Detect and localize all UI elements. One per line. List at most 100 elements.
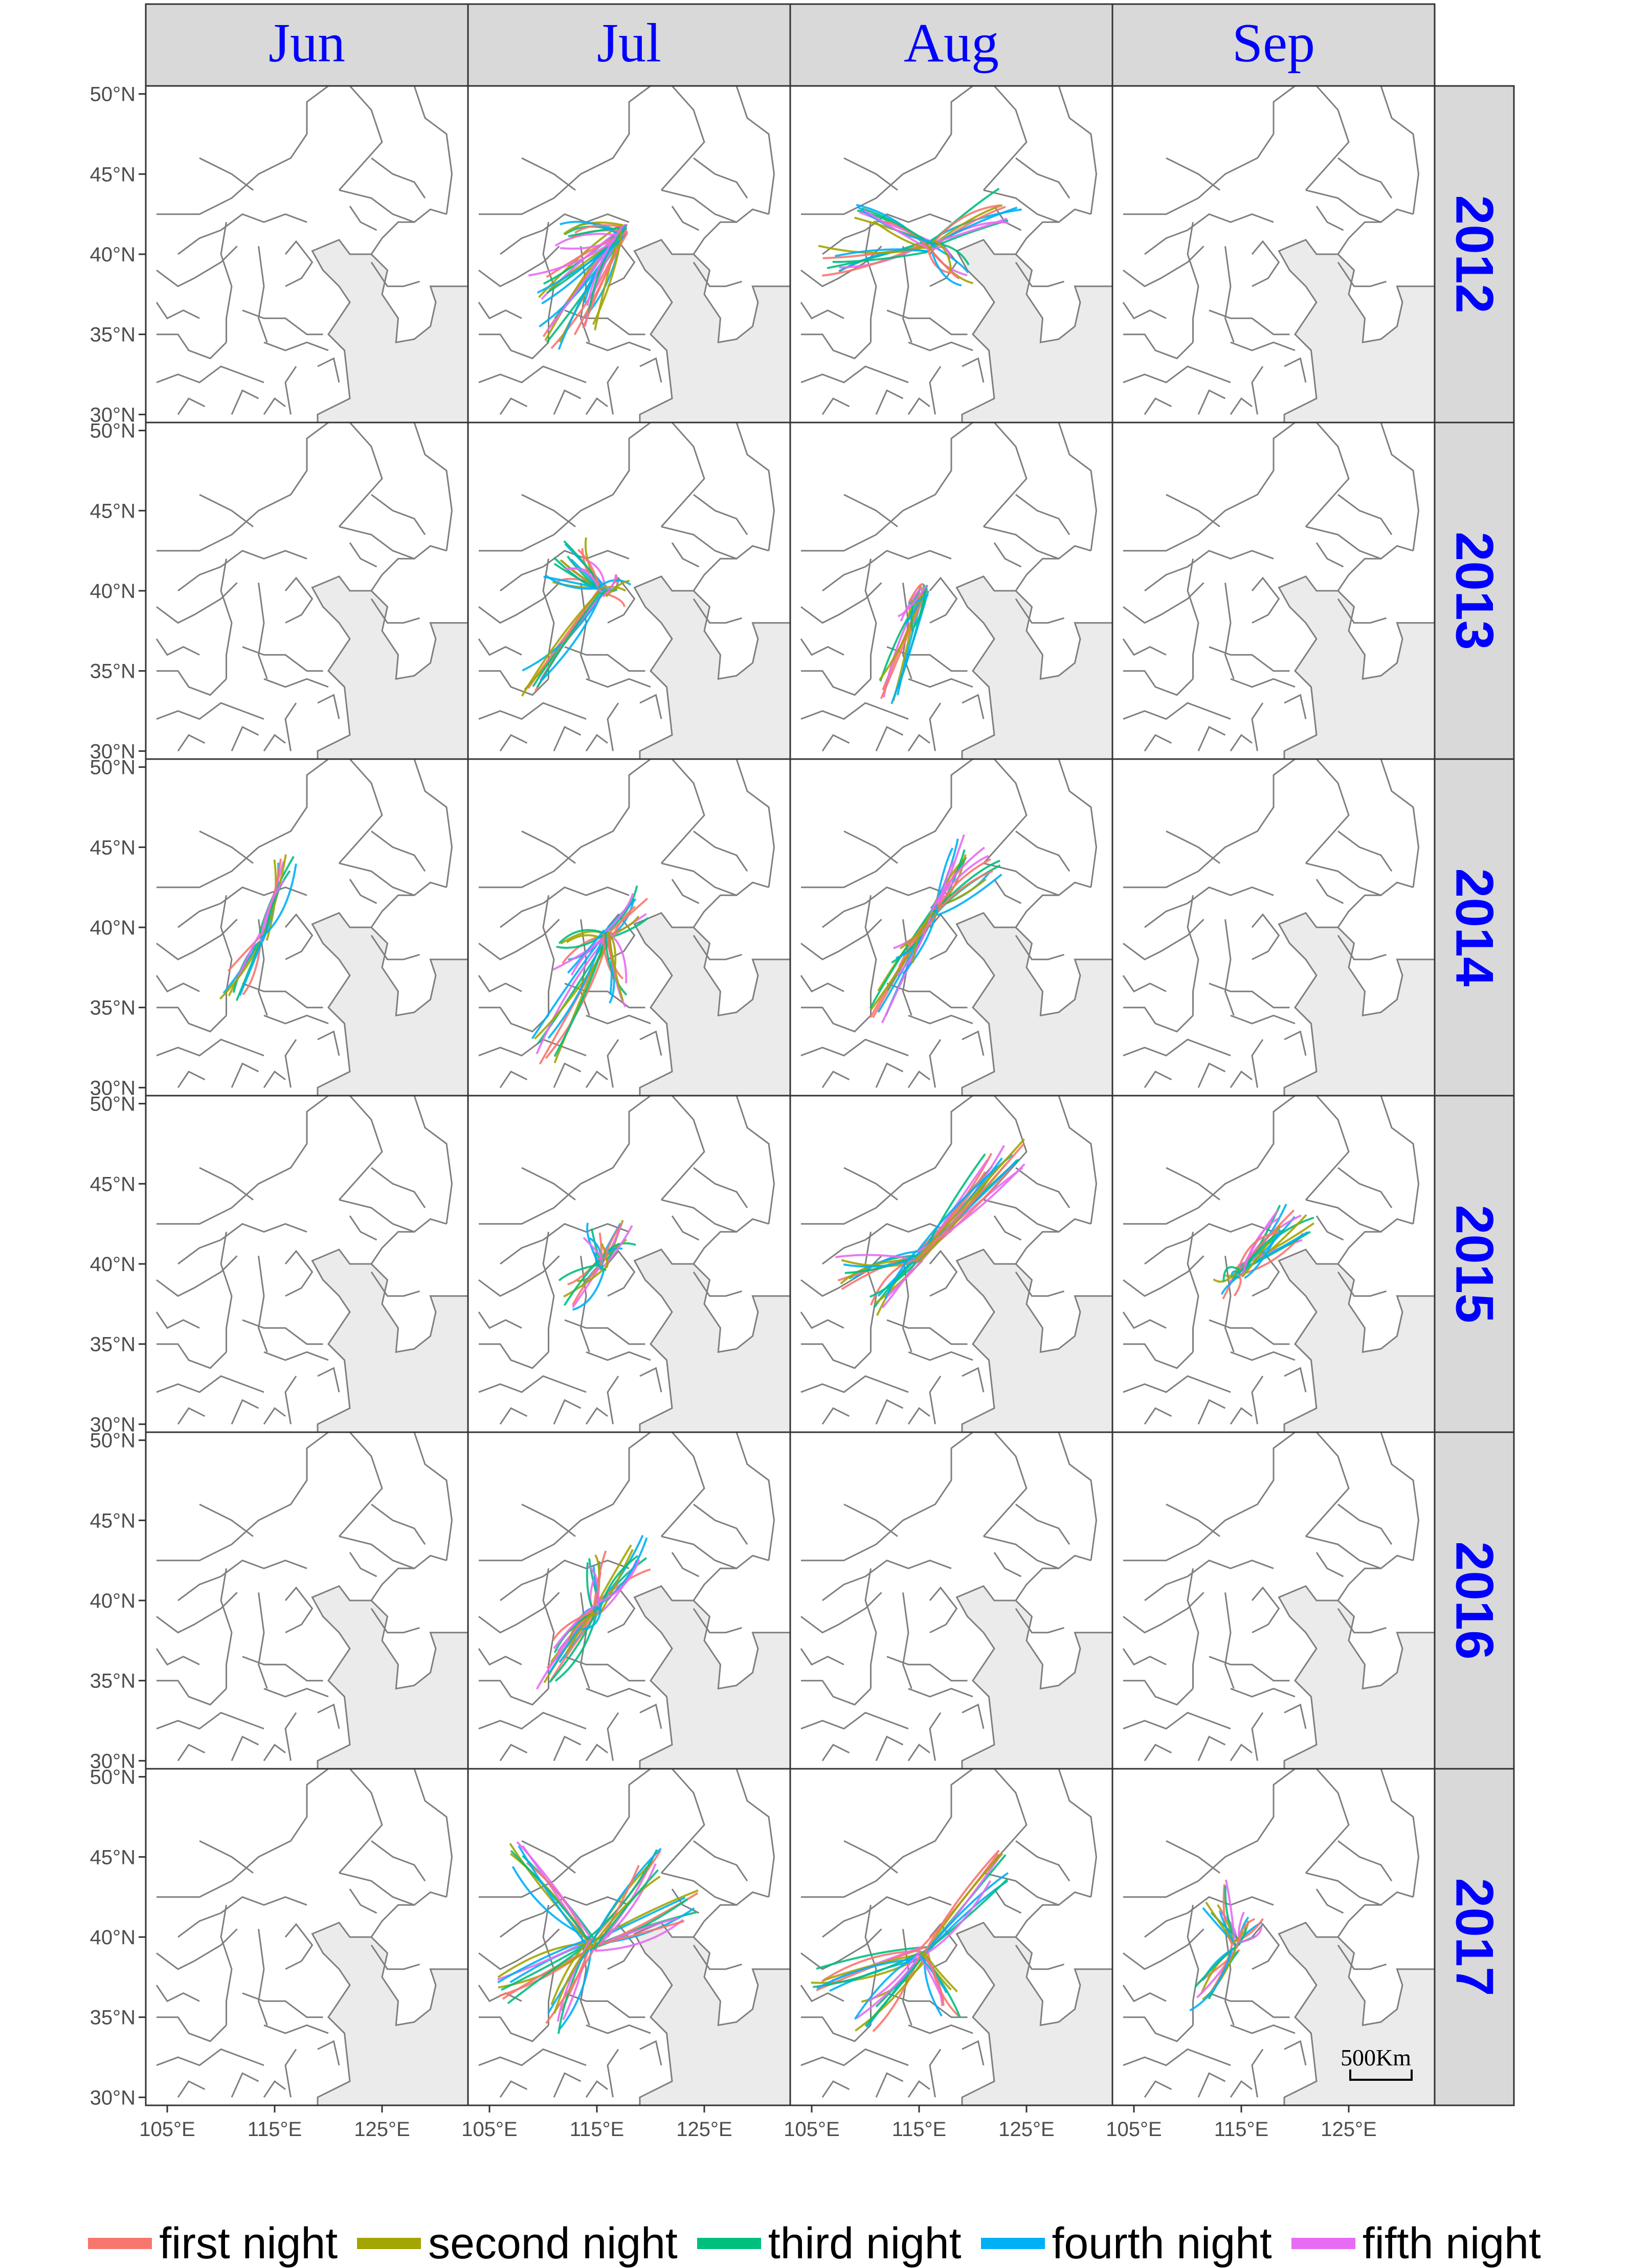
province-border [1122,638,1167,656]
trajectory-line [932,870,993,917]
y-tick-label: 35°N [90,1333,136,1356]
province-border [886,309,968,336]
province-border [1305,423,1350,527]
province-border [242,1992,323,2018]
province-border [220,1896,307,1914]
province-border [413,423,453,551]
map-content [1112,1769,1435,2105]
province-border [865,550,952,568]
y-tick-label: 30°N [90,740,136,763]
province-border [1380,759,1420,887]
province-border [1144,229,1188,255]
province-border [413,1432,453,1561]
province-border [156,1038,264,1057]
province-border [1144,566,1188,592]
province-border [413,86,453,214]
province-border [156,1928,238,1970]
province-border [1224,1592,1235,1689]
province-border [607,1250,636,1297]
province-border [586,1014,651,1025]
province-border [929,1250,958,1297]
province-border [693,157,748,199]
trajectory-line [602,574,617,598]
legend-swatch [980,2237,1045,2249]
sea-area [311,238,468,423]
province-border [157,759,329,888]
province-border [220,222,233,343]
trajectory-line [869,906,935,1009]
province-border [907,1070,930,1088]
province-border [1197,1399,1226,1425]
province-border [902,1592,912,1689]
province-border [177,1912,221,1938]
province-border [1337,157,1393,199]
province-border [800,919,882,961]
province-border [1305,759,1350,864]
x-tick-label: 125°E [998,2118,1054,2141]
province-border [542,895,555,1016]
map-panel-2014-jul [467,758,791,1097]
province-border [801,1007,872,1033]
province-border [263,733,286,752]
province-border [661,526,769,560]
province-border [242,983,323,1009]
province-border [843,1840,898,1874]
province-border [579,583,590,679]
trajectory-line [552,1610,594,1641]
trajectory-line [590,1875,661,1950]
province-border [1187,222,1199,343]
legend-label: first night [159,2218,338,2268]
province-border [263,1014,329,1025]
province-border [177,397,206,415]
sea-area [311,1921,468,2105]
trajectory-group [879,583,929,704]
province-border [801,423,973,552]
province-border [263,1351,329,1361]
province-border [585,733,608,752]
trajectory-line [1189,1947,1234,2012]
province-border [929,913,958,961]
province-border [370,261,420,287]
province-border [607,1712,619,1761]
trajectory-group [818,188,1022,287]
map-content [468,1432,790,1769]
trajectory-line [509,1843,593,1946]
province-border [586,2024,651,2034]
map-panel-2015-jul [467,1095,791,1433]
trajectory-line [910,593,925,605]
province-border [735,86,775,214]
province-border [1122,302,1167,320]
trajectory-line [907,916,935,946]
y-tick-label: 45°N [90,1846,136,1869]
province-border [800,975,844,993]
province-border [370,935,420,961]
province-border [499,1407,528,1425]
province-border [543,1223,630,1241]
province-border [479,86,651,215]
trajectory-line [1225,1274,1240,1279]
sea-area [955,1585,1112,1769]
province-border [157,1432,329,1562]
province-border [671,879,700,904]
province-border [349,1888,377,1914]
trajectory-line [560,220,621,237]
province-border [339,526,447,560]
province-border [821,734,850,752]
province-border [801,1343,872,1369]
province-border [864,1568,877,1689]
province-border [1337,1271,1387,1297]
province-border [865,886,952,904]
province-border [864,1905,877,2026]
province-border [1230,1070,1253,1088]
province-border [499,1744,528,1762]
province-border [500,1239,544,1265]
map-panel-2016-jul [467,1431,791,1770]
trajectory-line [586,225,624,306]
province-border [478,1255,560,1297]
province-border [671,206,700,231]
province-border [1123,2048,1231,2066]
province-border [801,2016,872,2042]
y-tick-label: 45°N [90,1509,136,1532]
province-border [585,2080,608,2098]
province-border [660,1096,705,1200]
